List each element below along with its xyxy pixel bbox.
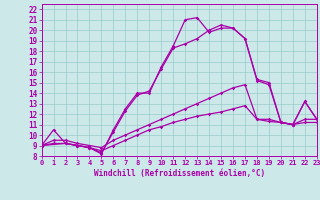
X-axis label: Windchill (Refroidissement éolien,°C): Windchill (Refroidissement éolien,°C) [94, 169, 265, 178]
